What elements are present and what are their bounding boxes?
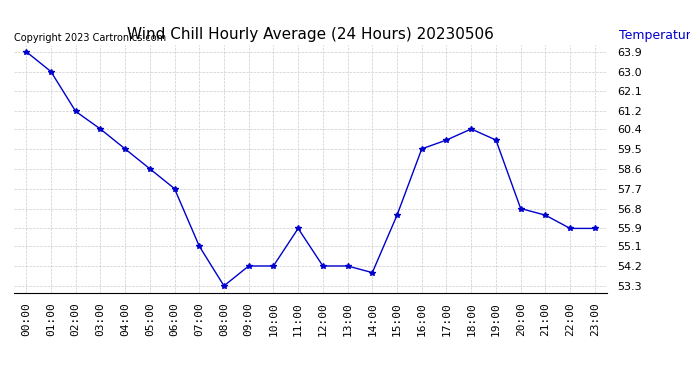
Text: Copyright 2023 Cartronics.com: Copyright 2023 Cartronics.com <box>14 33 166 42</box>
Title: Wind Chill Hourly Average (24 Hours) 20230506: Wind Chill Hourly Average (24 Hours) 202… <box>127 27 494 42</box>
Y-axis label: Temperature (°F): Temperature (°F) <box>619 28 690 42</box>
